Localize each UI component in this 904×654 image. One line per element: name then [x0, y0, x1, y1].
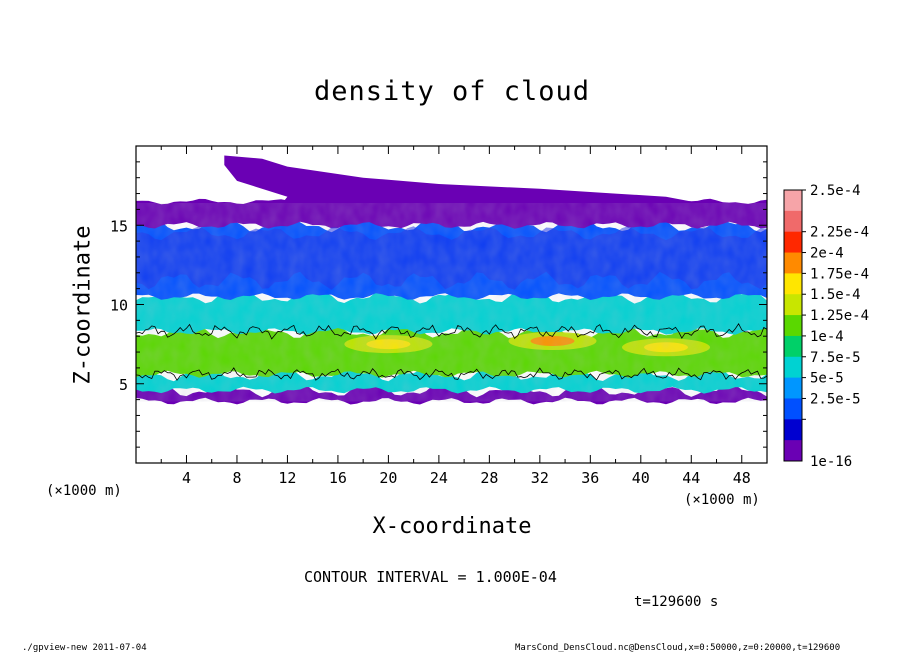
z-tick-label: 15	[110, 217, 128, 235]
contour-interval-note: CONTOUR INTERVAL = 1.000E-04	[304, 568, 557, 586]
colorbar-label: 1.5e-4	[810, 287, 861, 303]
colorbar-swatch	[784, 315, 802, 337]
contour-line	[136, 367, 767, 381]
x-tick-label: 40	[632, 469, 650, 487]
x-unit-label: (×1000 m)	[684, 492, 760, 508]
colorbar-label: 1.25e-4	[810, 308, 869, 324]
x-tick-label: 44	[682, 469, 700, 487]
x-tick-label: 20	[379, 469, 397, 487]
texture-overlay	[136, 203, 767, 402]
footer-program: ./gpview-new 2011-07-04	[22, 643, 147, 653]
density-field	[136, 155, 767, 405]
colorbar-swatch	[784, 190, 802, 212]
colorbar-label: 7.5e-5	[810, 350, 861, 366]
colorbar-swatch	[784, 210, 802, 233]
x-axis-label: X-coordinate	[372, 514, 532, 539]
time-note: t=129600 s	[634, 594, 719, 610]
colorbar-label: 2.5e-5	[810, 391, 861, 407]
x-tick-label: 16	[329, 469, 347, 487]
colorbar-swatch	[784, 294, 802, 316]
colorbar-label: 1.75e-4	[810, 266, 869, 282]
colorbar-swatch	[784, 356, 802, 379]
colorbar: 2.5e-4 2.25e-4 2e-4 1.75e-4 1.5e-4 1.25e-4 1e-…	[783, 183, 869, 470]
colorbar-label: 2.5e-4	[810, 183, 861, 199]
colorbar-label: 1e-16	[810, 454, 852, 470]
colorbar-label: 1e-4	[810, 329, 844, 345]
x-tick-label: 32	[531, 469, 549, 487]
x-tick-label: 36	[581, 469, 599, 487]
chart-title: density of cloud	[313, 76, 591, 107]
colorbar-swatch	[784, 440, 802, 462]
x-tick-label: 12	[278, 469, 296, 487]
upper-cloud-wisp	[224, 155, 692, 211]
colorbar-label: 5e-5	[810, 371, 844, 387]
footer-source: MarsCond_DensCloud.nc@DensCloud,x=0:5000…	[515, 643, 841, 653]
x-tick-label: 8	[232, 469, 241, 487]
x-tick-label: 24	[430, 469, 448, 487]
colorbar-swatch	[784, 252, 802, 274]
colorbar-swatch	[784, 335, 802, 358]
colorbar-label: 2.25e-4	[810, 225, 869, 241]
colorbar-swatch	[784, 377, 802, 399]
colorbar-label: 2e-4	[810, 246, 844, 262]
z-tick-label: 5	[119, 376, 128, 394]
colorbar-swatch	[784, 273, 802, 295]
colorbar-swatch	[784, 419, 802, 441]
x-tick-label: 48	[733, 469, 751, 487]
x-tick-label: 4	[182, 469, 191, 487]
colorbar-swatch	[784, 231, 802, 254]
x-tick-label: 28	[480, 469, 498, 487]
z-unit-label: (×1000 m)	[46, 483, 122, 499]
colorbar-swatch	[784, 398, 802, 420]
z-tick-label: 10	[110, 297, 128, 315]
colorbar-frame	[783, 189, 803, 462]
contour-line	[136, 323, 767, 340]
